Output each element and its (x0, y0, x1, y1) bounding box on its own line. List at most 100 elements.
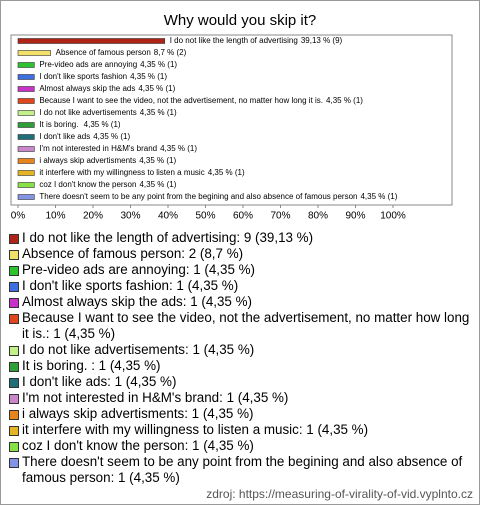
legend-swatch (9, 458, 19, 468)
legend-text: coz I don't know the person: 1 (4,35 %) (22, 438, 254, 453)
legend: I do not like the length of advertising:… (8, 230, 474, 486)
bar-category: I don't like ads (39, 132, 90, 141)
x-tick-label: 40% (158, 211, 178, 222)
x-tick-label: 30% (120, 211, 140, 222)
x-tick-label: 20% (83, 211, 103, 222)
legend-swatch (9, 362, 19, 372)
bar-label: There doesn't seem to be any point from … (39, 192, 397, 201)
bar-category: There doesn't seem to be any point from … (39, 192, 357, 201)
bar (17, 38, 166, 44)
bar-category: I do not like advertisements (39, 108, 136, 117)
legend-text: i always skip advertisments: 1 (4,35 %) (22, 406, 254, 421)
bar-label: I'm not interested in H&M's brand 4,35 % … (39, 144, 197, 153)
legend-swatch (9, 266, 19, 276)
legend-swatch (9, 394, 19, 404)
bar (17, 86, 35, 92)
bar-label: it interfere with my willingness to list… (39, 168, 245, 177)
legend-text: I don't like ads: 1 (4,35 %) (22, 374, 177, 389)
bar (17, 50, 51, 56)
bar-value-label: 4,35 % (1) (138, 84, 175, 93)
legend-item: I don't like sports fashion: 1 (4,35 %) (8, 278, 474, 294)
bar-value-label: 4,35 % (1) (160, 144, 197, 153)
bar-value-label: 39,13 % (9) (301, 36, 343, 45)
x-tick-label: 60% (233, 211, 253, 222)
legend-item: coz I don't know the person: 1 (4,35 %) (8, 438, 474, 454)
legend-text: it interfere with my willingness to list… (22, 422, 369, 437)
bar-value-label: 4,35 % (1) (139, 156, 176, 165)
chart: Why would you skip it? 0% 10% 20% 30% 40% 50%… (10, 12, 453, 222)
bar-label: Absence of famous person 8,7 % (2) (56, 48, 187, 57)
bar-category: I don't like sports fashion (39, 72, 127, 81)
bar (17, 182, 35, 188)
legend-swatch (9, 426, 19, 436)
bar (17, 98, 35, 104)
bar-value-label: 8,7 % (2) (154, 48, 187, 57)
x-tick-label: 10% (45, 211, 65, 222)
bar-category: I do not like the length of advertising (170, 36, 298, 45)
x-tick-label: 50% (195, 211, 215, 222)
bar-value-label: 4,35 % (1) (360, 192, 397, 201)
legend-swatch (9, 298, 19, 308)
bar-value-label: 4,35 % (1) (140, 60, 177, 69)
legend-item: It is boring. : 1 (4,35 %) (8, 358, 474, 374)
x-tick-label: 100% (380, 211, 406, 222)
bar-category: Almost always skip the ads (39, 84, 135, 93)
legend-text: Pre-video ads are annoying: 1 (4,35 %) (22, 262, 255, 277)
legend-swatch (9, 250, 19, 260)
bar-category: I'm not interested in H&M's brand (39, 144, 157, 153)
source: zdroj: https://measuring-of-virality-of-… (206, 487, 473, 501)
legend-swatch (9, 346, 19, 356)
legend-item: I don't like ads: 1 (4,35 %) (8, 374, 474, 390)
bar-value-label: 4,35 % (1) (130, 72, 167, 81)
bar-label: Because I want to see the video, not the… (39, 96, 363, 105)
bar-value-label: 4,35 % (1) (84, 120, 121, 129)
legend-swatch (9, 234, 19, 244)
bar-category: Pre-video ads are annoying (39, 60, 137, 69)
bar-value-label: 4,35 % (1) (139, 180, 176, 189)
bar (17, 170, 35, 176)
legend-swatch (9, 442, 19, 452)
bar-category: It is boring. (39, 120, 80, 129)
plot-frame (10, 34, 453, 206)
bar-label: Pre-video ads are annoying 4,35 % (1) (39, 60, 177, 69)
bar (17, 122, 35, 128)
legend-text: There doesn't seem to be any point from … (22, 454, 463, 485)
bar (17, 62, 35, 68)
legend-item: it interfere with my willingness to list… (8, 422, 474, 438)
legend-item: I do not like advertisements: 1 (4,35 %) (8, 342, 474, 358)
legend-text: I do not like advertisements: 1 (4,35 %) (22, 342, 255, 357)
legend-item: Because I want to see the video, not the… (8, 310, 474, 342)
bar-label: I do not like the length of advertising 3… (170, 36, 343, 45)
legend-text: Almost always skip the ads: 1 (4,35 %) (22, 294, 252, 309)
legend-item: i always skip advertisments: 1 (4,35 %) (8, 406, 474, 422)
bar-category: Because I want to see the video, not the… (39, 96, 323, 105)
legend-text: I'm not interested in H&M's brand: 1 (4,… (22, 390, 289, 405)
bar (17, 158, 35, 164)
bar (17, 194, 35, 200)
legend-text: Absence of famous person: 2 (8,7 %) (22, 246, 244, 261)
chart-title: Why would you skip it? (164, 12, 317, 29)
bar-label: i always skip advertisments 4,35 % (1) (39, 156, 176, 165)
bar-category: i always skip advertisments (39, 156, 136, 165)
x-tick-label: 80% (308, 211, 328, 222)
bar-label: It is boring. 4,35 % (1) (39, 120, 121, 129)
bar-value-label: 4,35 % (1) (326, 96, 363, 105)
bar-label: coz I don't know the person 4,35 % (1) (39, 180, 176, 189)
x-tick-label: 90% (345, 211, 365, 222)
bar-category: Absence of famous person (56, 48, 151, 57)
legend-swatch (9, 410, 19, 420)
legend-swatch (9, 314, 19, 324)
bar-label: I do not like advertisements 4,35 % (1) (39, 108, 177, 117)
x-tick-label: 0% (11, 211, 26, 222)
legend-text: I don't like sports fashion: 1 (4,35 %) (22, 278, 239, 293)
legend-item: I'm not interested in H&M's brand: 1 (4,… (8, 390, 474, 406)
legend-text: I do not like the length of advertising:… (22, 230, 314, 245)
legend-text: It is boring. : 1 (4,35 %) (22, 358, 161, 373)
bar-value-label: 4,35 % (1) (140, 108, 177, 117)
legend-item: I do not like the length of advertising:… (8, 230, 474, 246)
bar-label: Almost always skip the ads 4,35 % (1) (39, 84, 175, 93)
legend-item: Absence of famous person: 2 (8,7 %) (8, 246, 474, 262)
x-tick-label: 70% (270, 211, 290, 222)
bar-label: I don't like ads 4,35 % (1) (39, 132, 130, 141)
